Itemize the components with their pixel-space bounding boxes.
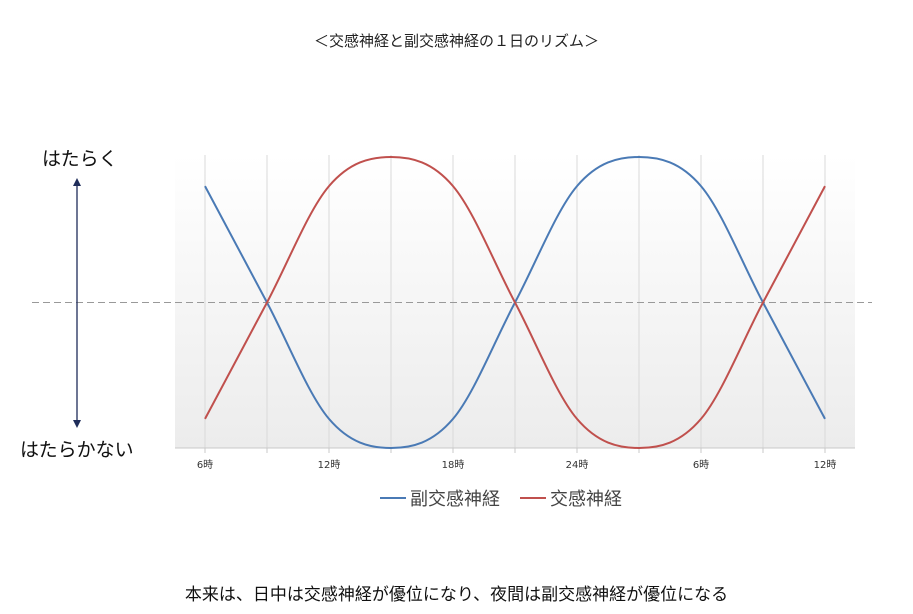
- series-line-1: [204, 155, 826, 450]
- arrow-up-icon: [73, 178, 81, 186]
- x-tick-label-8: 6時: [693, 459, 709, 471]
- legend-item-parasympathetic: 副交感神経: [380, 485, 500, 511]
- x-tick-label-6: 24時: [566, 459, 589, 471]
- arrow-down-icon: [73, 420, 81, 428]
- legend: 副交感神経 交感神経: [380, 485, 642, 511]
- legend-item-sympathetic: 交感神経: [520, 485, 622, 511]
- legend-swatch-parasympathetic: [380, 497, 406, 499]
- y-axis-label-high: はたらく: [42, 148, 118, 170]
- x-tick-label-10: 12時: [814, 459, 837, 471]
- chart-title: ＜交感神経と副交感神経の１日のリズム＞: [313, 32, 599, 50]
- x-tick-label-2: 12時: [318, 459, 341, 471]
- y-axis-label-low: はたらかない: [20, 439, 134, 461]
- legend-label-sympathetic: 交感神経: [550, 489, 622, 510]
- x-tick-label-0: 6時: [197, 459, 213, 471]
- caption: 本来は、日中は交感神経が優位になり、夜間は副交感神経が優位になる: [184, 585, 729, 605]
- x-tick-label-4: 18時: [442, 459, 465, 471]
- legend-swatch-sympathetic: [520, 497, 546, 499]
- legend-label-parasympathetic: 副交感神経: [410, 489, 500, 510]
